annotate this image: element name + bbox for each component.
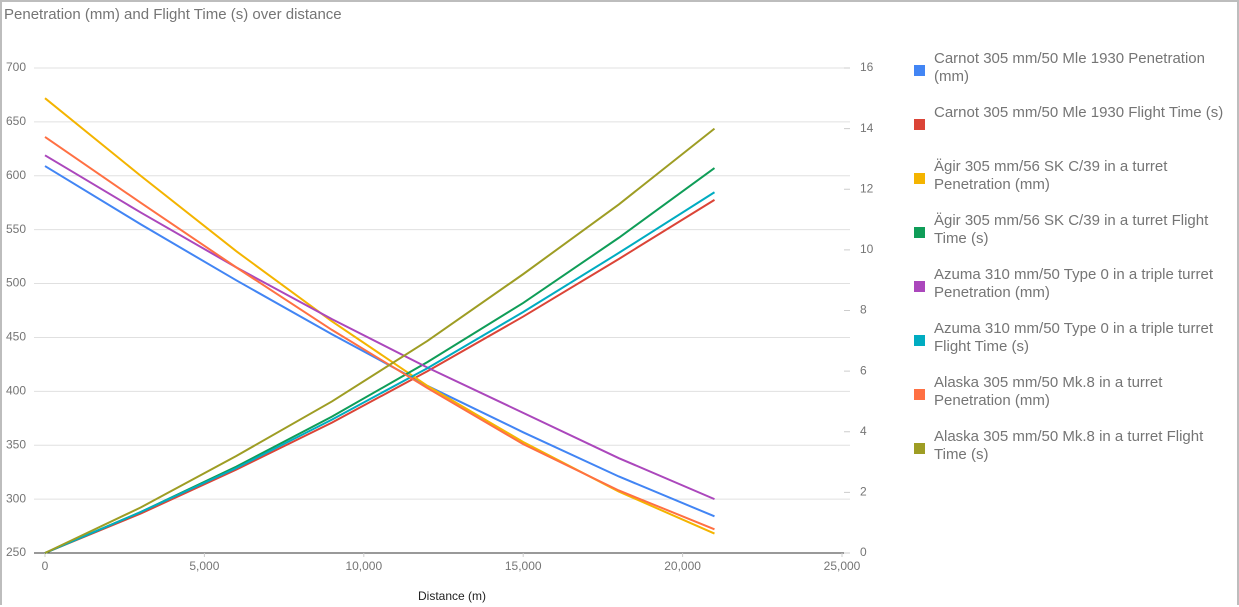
legend-swatch [914, 227, 925, 238]
y-tick-label: 550 [6, 222, 26, 236]
series-line [44, 127, 716, 554]
y2-tick-label: 16 [860, 60, 874, 74]
legend-item: Carnot 305 mm/50 Mle 1930 Penetration (m… [914, 50, 1237, 104]
y-tick-label: 600 [6, 168, 26, 182]
legend-swatch [914, 65, 925, 76]
x-axis-title: Distance (m) [418, 589, 486, 603]
y-tick-label: 500 [6, 276, 26, 290]
legend-item: Carnot 305 mm/50 Mle 1930 Flight Time (s… [914, 104, 1237, 158]
y2-tick-label: 4 [860, 424, 867, 438]
y-tick-label: 350 [6, 437, 26, 451]
legend-item: Azuma 310 mm/50 Type 0 in a triple turre… [914, 266, 1237, 320]
chart-title: Penetration (mm) and Flight Time (s) ove… [4, 6, 342, 23]
y2-tick-label: 12 [860, 181, 874, 195]
legend-swatch [914, 119, 925, 130]
series-line [44, 199, 716, 554]
legend-label: Azuma 310 mm/50 Type 0 in a triple turre… [934, 320, 1214, 355]
legend-label: Alaska 305 mm/50 Mk.8 in a turret Flight… [934, 428, 1204, 463]
chart: Penetration (mm) and Flight Time (s) ove… [4, 6, 874, 603]
x-tick-label: 15,000 [505, 559, 542, 573]
x-tick-label: 5,000 [189, 559, 219, 573]
legend-item: Alaska 305 mm/50 Mk.8 in a turret Flight… [914, 428, 1237, 482]
x-tick-label: 0 [42, 559, 49, 573]
y-tick-label: 700 [6, 60, 26, 74]
legend-swatch [914, 335, 925, 346]
series-line [44, 97, 715, 535]
y2-tick-label: 8 [860, 303, 867, 317]
legend-item: Ägir 305 mm/56 SK C/39 in a turret Penet… [914, 158, 1237, 212]
x-tick-label: 10,000 [345, 559, 382, 573]
series-line [44, 191, 716, 554]
legend-swatch [914, 443, 925, 454]
series-line [44, 154, 715, 501]
legend-label: Carnot 305 mm/50 Mle 1930 Penetration (m… [934, 50, 1205, 85]
x-tick-label: 20,000 [664, 559, 701, 573]
legend-label: Alaska 305 mm/50 Mk.8 in a turret Penetr… [934, 374, 1163, 409]
x-tick-label: 25,000 [824, 559, 861, 573]
legend-label: Ägir 305 mm/56 SK C/39 in a turret Penet… [934, 158, 1168, 193]
legend: Carnot 305 mm/50 Mle 1930 Penetration (m… [914, 50, 1237, 482]
y-tick-label: 400 [6, 384, 26, 398]
y2-tick-label: 14 [860, 121, 874, 135]
y-tick-label: 650 [6, 114, 26, 128]
y2-tick-label: 10 [860, 242, 874, 256]
legend-swatch [914, 281, 925, 292]
legend-item: Ägir 305 mm/56 SK C/39 in a turret Fligh… [914, 212, 1237, 266]
legend-item: Azuma 310 mm/50 Type 0 in a triple turre… [914, 320, 1237, 374]
y2-tick-label: 2 [860, 485, 867, 499]
series-line [44, 136, 715, 531]
legend-swatch [914, 389, 925, 400]
y-tick-label: 450 [6, 330, 26, 344]
legend-label: Ägir 305 mm/56 SK C/39 in a turret Fligh… [934, 212, 1209, 247]
legend-item: Alaska 305 mm/50 Mk.8 in a turret Penetr… [914, 374, 1237, 428]
y-tick-label: 250 [6, 545, 26, 559]
y2-tick-label: 6 [860, 363, 867, 377]
legend-label: Azuma 310 mm/50 Type 0 in a triple turre… [934, 266, 1214, 301]
legend-swatch [914, 173, 925, 184]
y2-tick-label: 0 [860, 545, 867, 559]
series-line [44, 165, 715, 518]
legend-label: Carnot 305 mm/50 Mle 1930 Flight Time (s… [934, 104, 1224, 121]
y-tick-label: 300 [6, 491, 26, 505]
